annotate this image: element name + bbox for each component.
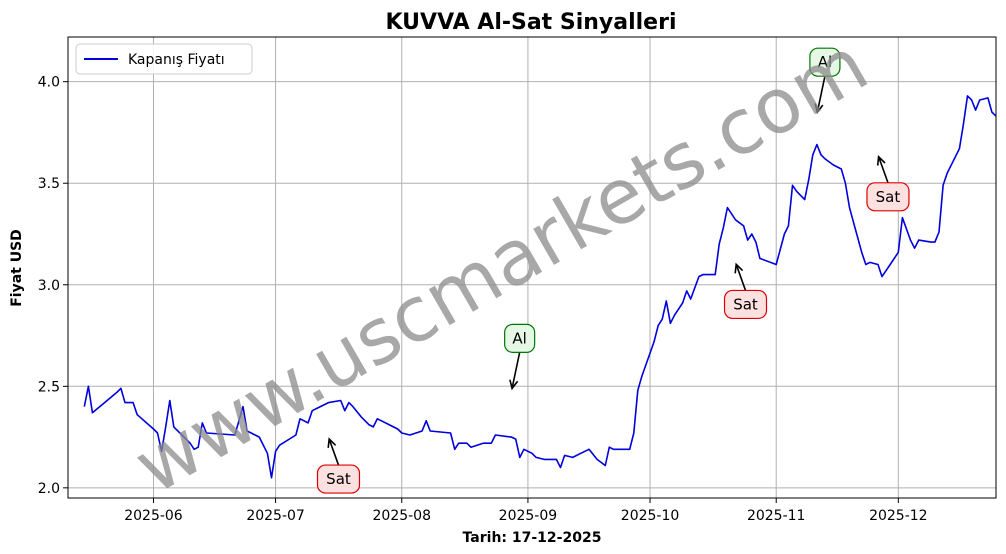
y-tick-label: 3.5 [38,176,60,192]
sell-signal-annotation: Sat [316,437,361,494]
annotation-box [723,289,768,320]
annotation-label: Sat [326,470,351,488]
annotation-arrow-head [327,437,337,448]
annotation-arrow-shaft [816,76,826,113]
annotation-box [866,182,910,212]
legend-box [75,43,253,75]
x-tick-label: 2025-12 [869,508,928,524]
annotation-label: Al [512,329,526,347]
legend: Kapanış Fiyatı [75,43,253,75]
annotation-arrow-head [876,154,886,166]
series-line-closing-price [83,95,997,479]
annotation-arrow-head [814,103,824,115]
x-tick-label: 2025-09 [499,508,558,524]
buy-signal-annotation: Al [504,323,536,391]
buy-signal-annotation: Al [809,47,841,115]
sell-signal-annotation: Sat [723,262,768,320]
y-tick-label: 4.0 [38,75,60,91]
watermark: www.uscmarkets.com [120,19,882,511]
y-axis-title: Fiyat USD [9,229,25,307]
y-axis: 2.0 2.5 3.0 3.5 4.0 [38,75,68,497]
annotation-arrow-head [509,379,519,391]
annotation-label: Sat [733,295,758,313]
sell-signal-annotation: Sat [866,154,910,212]
x-axis: 2025-06 2025-07 2025-08 2025-09 2025-10 2025-… [124,498,928,524]
grid-lines [68,37,996,498]
annotation-arrow-shaft [511,352,521,389]
y-tick-label: 3.0 [38,278,60,294]
x-tick-label: 2025-06 [124,508,183,524]
plot-frame [67,36,997,499]
annotation-box [316,464,361,494]
series-layer [83,95,997,479]
x-tick-label: 2025-07 [246,508,305,524]
annotation-label: Sat [876,188,901,206]
y-tick-label: 2.5 [38,379,60,395]
annotation-box [809,47,841,77]
annotation-arrow-shaft [735,264,747,291]
annotation-arrow-shaft [328,438,340,466]
legend-label: Kapanış Fiyatı [128,52,225,68]
x-tick-label: 2025-11 [747,508,806,524]
annotation-layer: Sat Al Sat Al Sat [316,47,910,494]
annotation-label: Al [818,53,832,71]
x-axis-title: Tarih: 17-12-2025 [463,530,602,546]
annotation-box [504,323,536,353]
x-tick-label: 2025-08 [373,508,432,524]
annotation-arrow-shaft [877,156,889,184]
x-tick-label: 2025-10 [621,508,680,524]
y-tick-label: 2.0 [38,481,60,497]
chart-title: KUVVA Al-Sat Sinyalleri [386,10,677,35]
annotation-arrow-head [734,262,744,274]
